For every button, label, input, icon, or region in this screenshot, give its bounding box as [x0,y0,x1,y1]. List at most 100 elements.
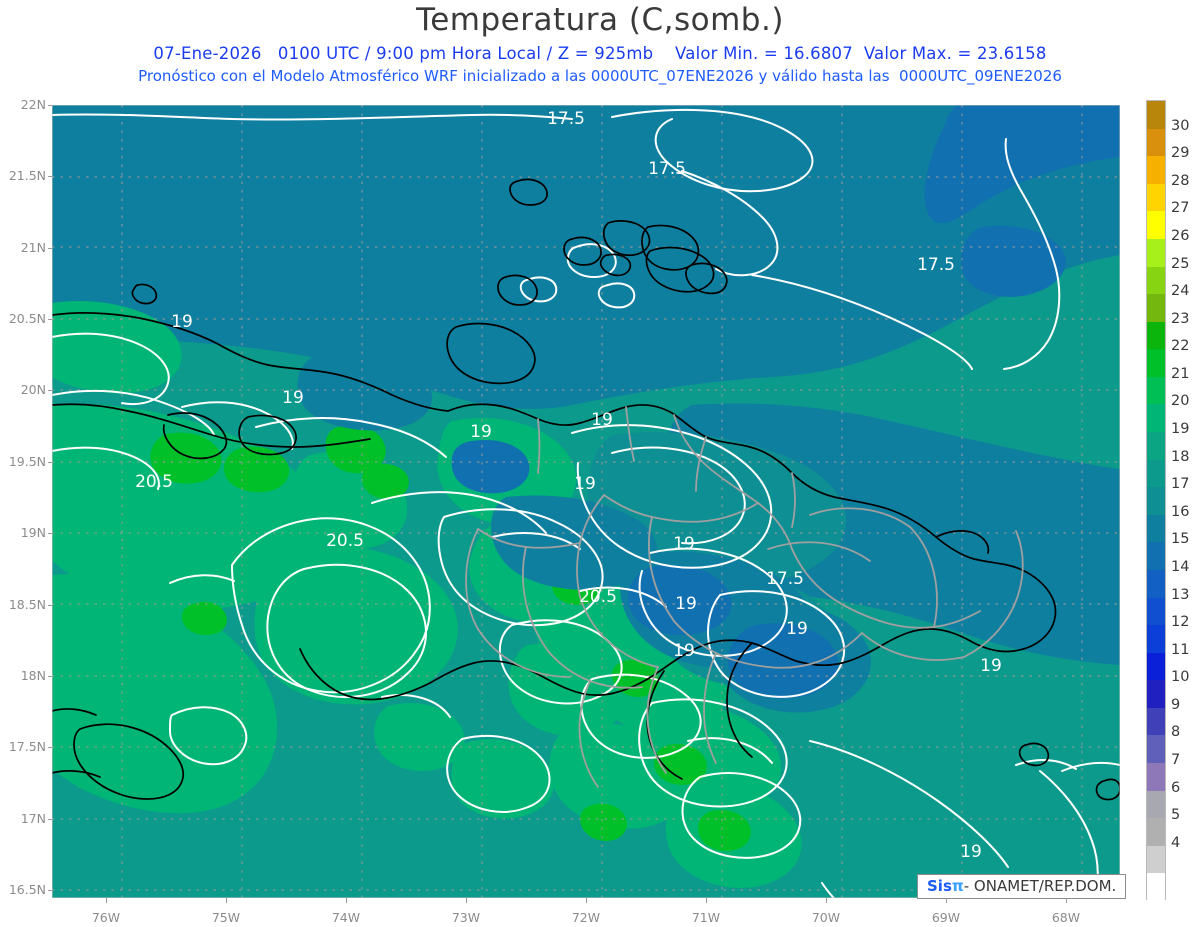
x-axis-tick-label: 76W [91,910,121,925]
colorbar-segment [1147,156,1165,185]
colorbar-tick-label: 9 [1171,696,1181,713]
colorbar[interactable] [1146,100,1166,902]
y-axis-tick-mark [48,675,52,677]
colorbar-tick-label: 22 [1171,338,1190,355]
y-axis-tick-label: 22N [20,97,46,112]
svg-text:19: 19 [675,594,697,614]
colorbar-segment [1147,597,1165,626]
svg-text:17.5: 17.5 [547,109,585,129]
attribution-logo: Sisπ- ONAMET/REP.DOM. [917,874,1127,899]
forecast-meta-line: 07-Ene-2026 0100 UTC / 9:00 pm Hora Loca… [153,44,1047,63]
svg-text:19: 19 [980,656,1002,676]
colorbar-segment [1147,238,1165,268]
colorbar-segment [1147,873,1165,902]
logo-sis-text: Sis [927,877,952,895]
contour-lines [52,108,1120,898]
svg-text:19: 19 [673,641,695,661]
colorbar-segment [1147,211,1165,240]
x-axis-tick-mark [826,898,827,903]
y-axis-tick-mark [48,747,52,749]
colorbar-tick-label: 26 [1171,227,1190,244]
y-axis-tick-label: 19N [20,525,46,541]
x-axis-tick-label: 70W [811,910,841,925]
x-axis-tick-label: 72W [571,910,601,925]
colorbar-segment [1147,349,1165,378]
y-axis-tick-mark [48,461,52,463]
colorbar-segment [1147,183,1165,212]
colorbar-tick-label: 4 [1171,834,1181,851]
colorbar-tick-label: 8 [1171,724,1181,741]
svg-text:17.5: 17.5 [766,569,804,589]
colorbar-tick-label: 20 [1171,393,1190,410]
svg-text:19: 19 [470,422,492,442]
colorbar-tick-label: 21 [1171,365,1190,382]
colorbar-segment [1147,707,1165,737]
svg-text:19: 19 [591,410,613,430]
colorbar-tick-label: 29 [1171,145,1190,162]
svg-text:20.5: 20.5 [135,472,173,492]
x-axis-tick-label: 71W [691,910,721,925]
y-axis-tick-mark [48,604,52,606]
colorbar-tick-label: 11 [1171,641,1190,658]
colorbar-tick-label: 24 [1171,283,1190,300]
colorbar-tick-label: 27 [1171,200,1190,217]
colorbar-segment [1147,404,1165,433]
x-axis-tick-label: 74W [331,910,361,925]
svg-text:19: 19 [574,474,596,494]
svg-text:17.5: 17.5 [648,159,686,179]
colorbar-tick-label: 15 [1171,531,1190,548]
colorbar-tick-label: 28 [1171,172,1190,189]
y-axis-tick-label: 19.5N [8,453,46,469]
colorbar-segment [1147,845,1165,874]
colorbar-segment [1147,680,1165,709]
y-axis-tick-mark [48,319,52,321]
temperature-map-plot[interactable]: 17.5 17.5 17.5 19 19 20.5 19 19 19 20.5 … [52,105,1120,898]
colorbar-segment [1147,376,1165,406]
y-axis-tick-label: 21.5N [8,168,46,184]
y-axis-tick-mark [48,533,52,535]
colorbar-segment [1147,487,1165,516]
y-axis-tick-mark [48,390,52,392]
x-axis-tick-label: 68W [1051,910,1081,925]
colorbar-tick-label: 16 [1171,503,1190,520]
colorbar-tick-label: 5 [1171,807,1181,824]
colorbar-tick-label: 17 [1171,476,1190,493]
colorbar-tick-label: 7 [1171,752,1181,769]
y-axis-tick-label: 16.5N [8,882,46,897]
fill-band-21-22 [150,424,751,851]
colorbar-segment [1147,514,1165,543]
colorbar-segment [1147,818,1165,847]
y-axis-tick-mark [48,818,52,820]
colorbar-segment [1147,432,1165,461]
svg-text:19: 19 [960,842,982,862]
colorbar-segment [1147,763,1165,792]
x-axis-tick-mark [106,898,107,903]
colorbar-segment [1147,652,1165,681]
x-axis-tick-mark [706,898,707,903]
x-axis-tick-mark [946,898,947,903]
colorbar-tick-label: 12 [1171,614,1190,631]
colorbar-tick-label: 13 [1171,586,1190,603]
svg-text:19: 19 [171,312,193,332]
fill-band-16-17 [924,105,1120,297]
svg-text:20.5: 20.5 [579,587,617,607]
svg-text:20.5: 20.5 [326,531,364,551]
y-axis-tick-label: 21N [20,239,46,255]
y-axis-tick-mark [48,105,52,106]
svg-text:19: 19 [282,388,304,408]
y-axis-tick-label: 18N [20,667,46,683]
model-info-line: Pronóstico con el Modelo Atmosférico WRF… [138,67,1062,85]
colorbar-segment [1147,128,1165,157]
svg-text:17.5: 17.5 [917,255,955,275]
colorbar-segment [1147,790,1165,819]
colorbar-tick-label: 6 [1171,779,1181,796]
x-axis-tick-mark [586,898,587,903]
x-axis-tick-label: 69W [931,910,961,925]
x-axis-tick-mark [1066,898,1067,903]
map-canvas: 17.5 17.5 17.5 19 19 20.5 19 19 19 20.5 … [52,105,1120,898]
y-axis-tick-label: 18.5N [8,596,46,612]
colorbar-segment [1147,101,1165,130]
contour-label-group: 17.5 17.5 17.5 19 19 20.5 19 19 19 20.5 … [135,109,1002,862]
x-axis-tick-mark [226,898,227,903]
colorbar-tick-label: 30 [1171,117,1190,134]
